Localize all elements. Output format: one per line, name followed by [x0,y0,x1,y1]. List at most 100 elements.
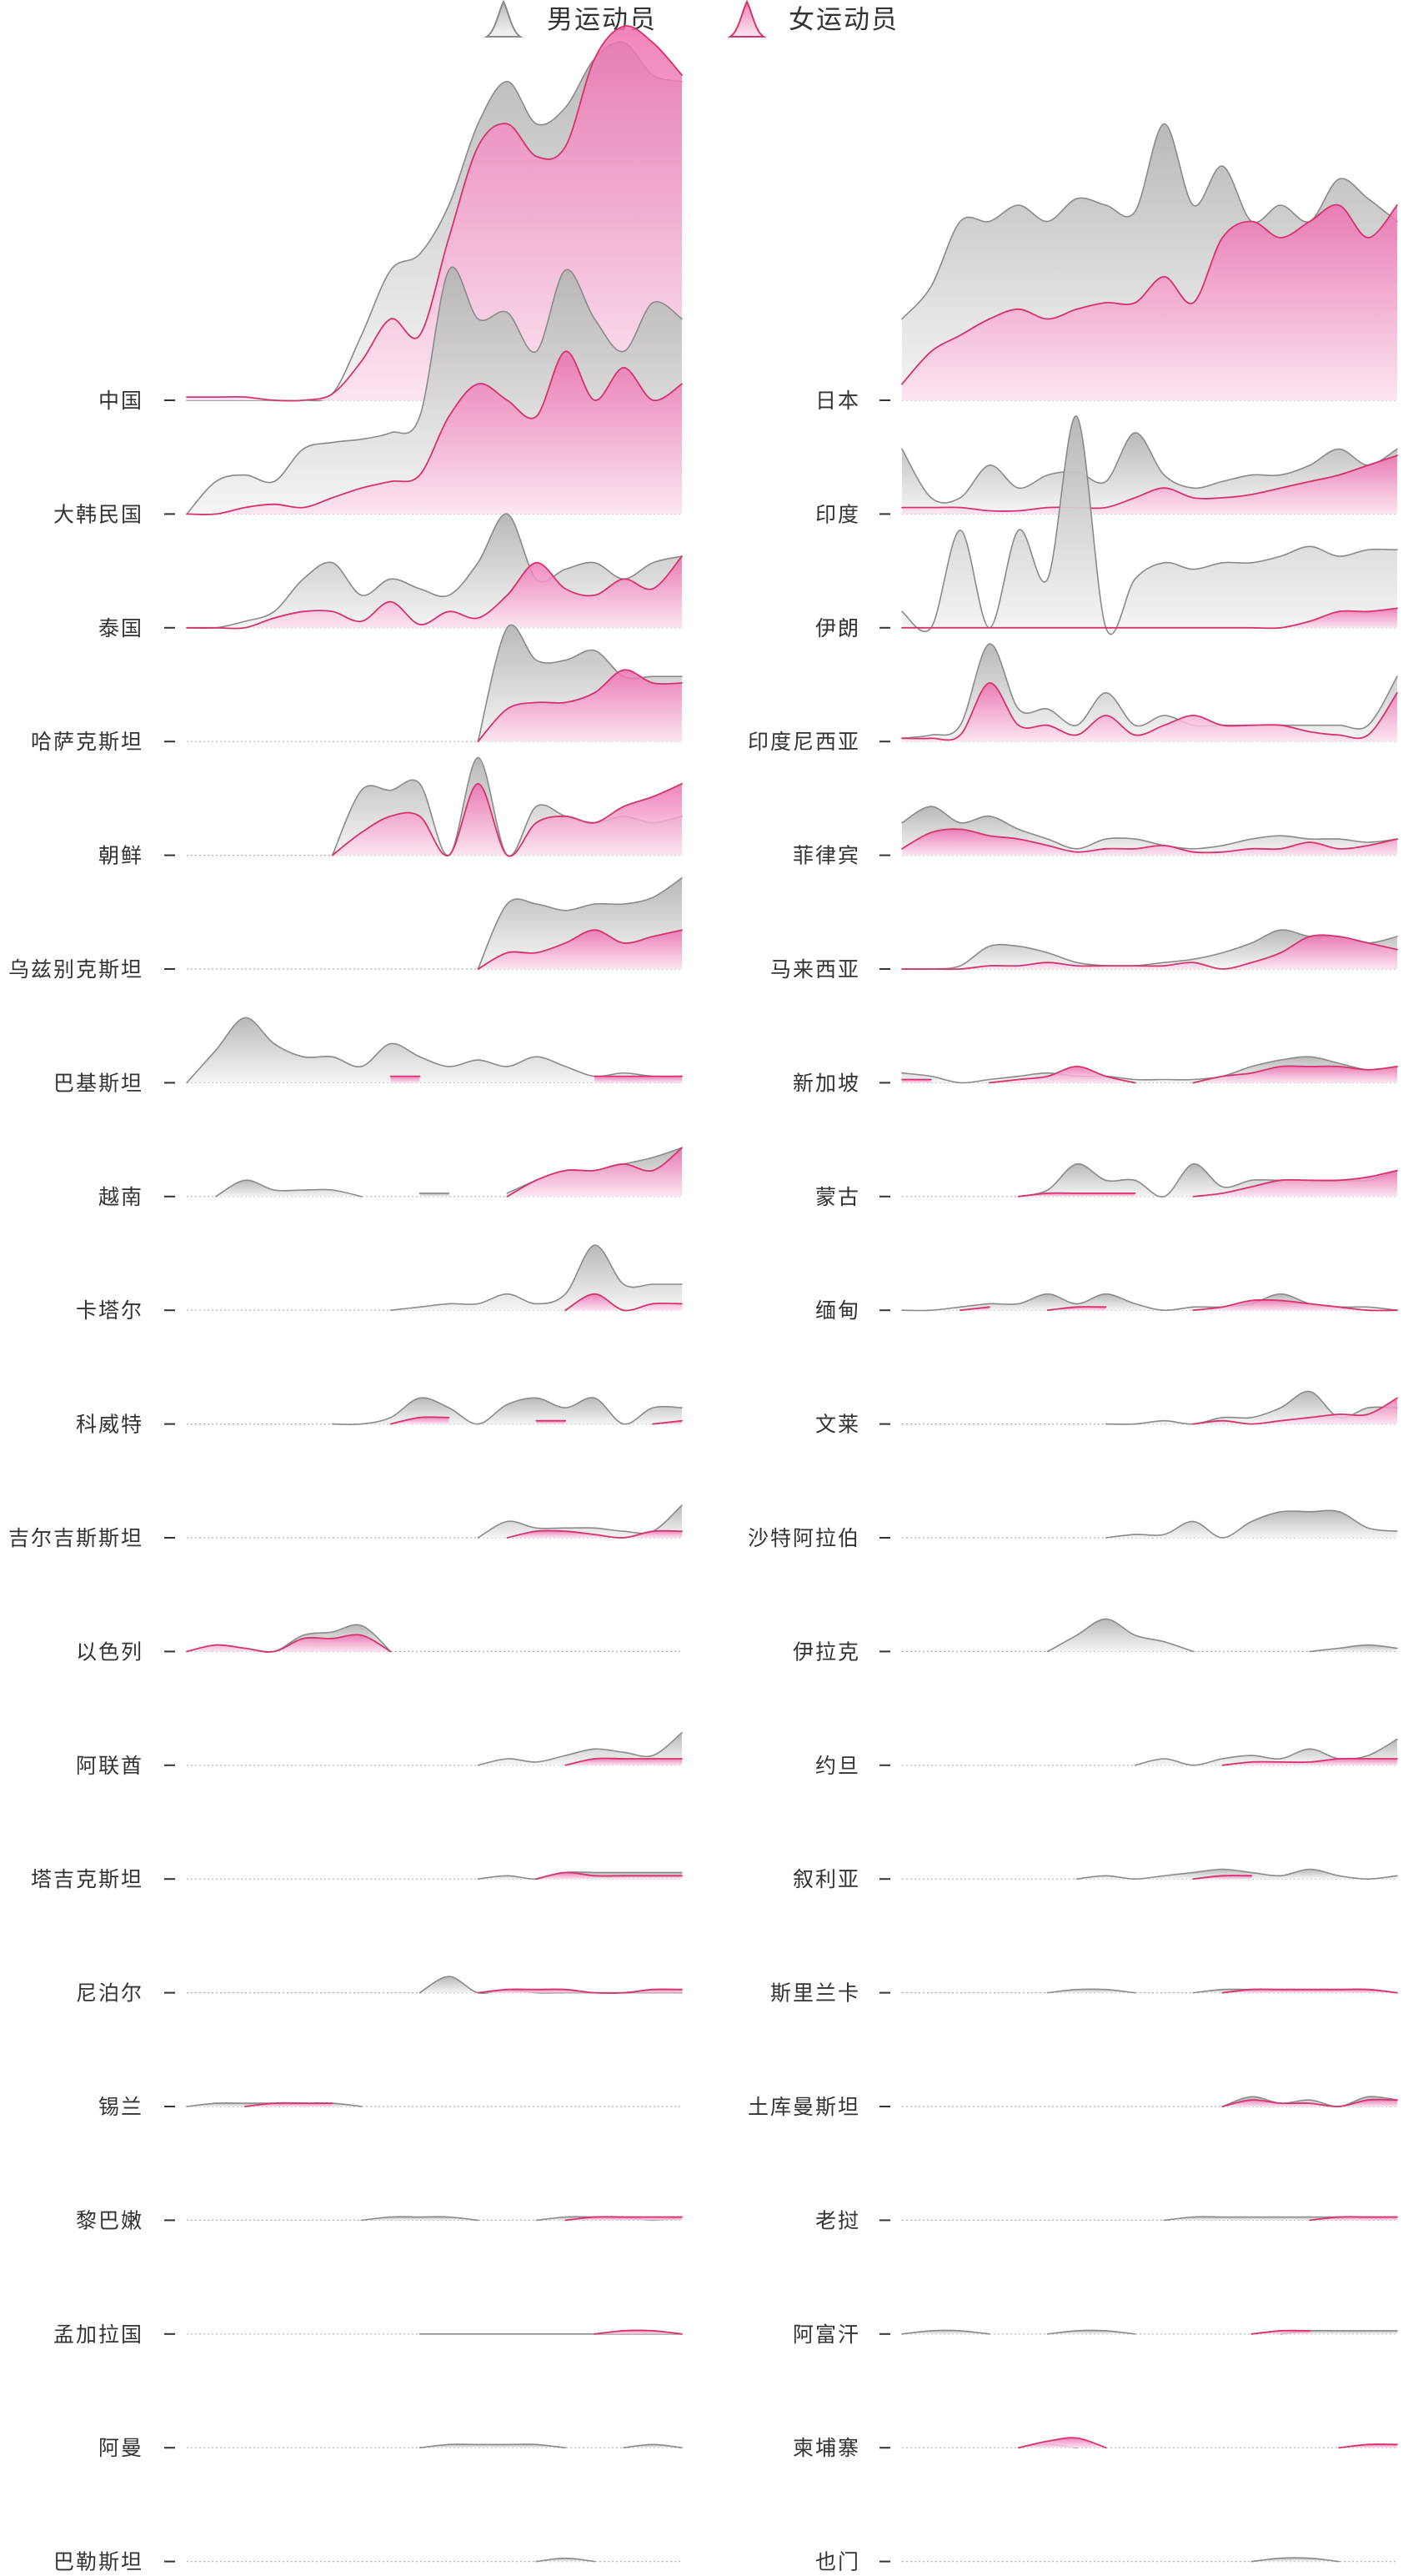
ridge-row: 日本 [815,123,1398,413]
row-label: 乌兹别克斯坦 [8,957,143,982]
ridge-row: 大韩民国 [53,266,683,526]
female-line [186,350,683,515]
ridge-rows: 中国大韩民国泰国哈萨克斯坦朝鲜乌兹别克斯坦巴基斯坦越南卡塔尔科威特吉尔吉斯斯坦以… [8,25,1398,2574]
female-area [1193,1398,1397,1424]
ridge-row: 文莱 [815,1390,1398,1437]
female-line [331,782,683,857]
female-area [478,670,682,742]
female-line [901,682,1398,741]
ridge-row: 越南 [98,1147,683,1209]
female-line [901,828,1398,854]
male-area [1047,1989,1135,1993]
ridge-row: 以色列 [76,1624,682,1664]
female-line [535,1871,683,1881]
female-area [536,1872,682,1880]
ridge-panel-1: 中国大韩民国泰国哈萨克斯坦朝鲜乌兹别克斯坦巴基斯坦越南卡塔尔科威特吉尔吉斯斯坦以… [8,25,683,2574]
ridge-row: 土库曼斯坦 [748,2095,1398,2119]
row-label: 印度 [815,502,860,526]
row-label: 伊朗 [815,616,860,640]
male-line [901,643,1398,740]
row-label: 阿富汗 [793,2322,860,2347]
ridge-row: 老挝 [815,2208,1398,2232]
ridge-row: 阿曼 [98,2436,683,2460]
row-label: 越南 [98,1185,143,1209]
ridge-row: 泰国 [98,513,683,640]
row-label: 以色列 [76,1640,143,1664]
female-area [902,829,1397,856]
male-line [1046,1618,1195,1653]
female-area [594,2330,682,2334]
ridge-row: 朝鲜 [98,756,683,868]
female-line [1250,2329,1311,2335]
female-area [902,682,1397,742]
female-area [1222,1758,1397,1765]
row-label: 黎巴嫩 [76,2208,143,2232]
ridge-row: 菲律宾 [793,806,1398,868]
female-area [332,783,682,856]
ridge-row: 约旦 [815,1738,1398,1778]
male-area [187,1017,682,1083]
female-line [1221,2098,1398,2107]
male-area [1047,1619,1194,1652]
female-area [565,1758,682,1765]
legend-label-female: 女运动员 [789,5,899,35]
row-label: 孟加拉国 [53,2322,143,2347]
ridge-row: 尼泊尔 [76,1976,683,2006]
female-area [478,930,682,969]
female-line [506,1147,683,1198]
row-label: 约旦 [815,1754,860,1778]
female-line [389,1416,450,1425]
row-label: 大韩民国 [53,502,143,526]
male-line [1309,1644,1398,1653]
male-area [215,1180,362,1197]
female-line [1192,1065,1398,1084]
female-line [1192,1875,1253,1881]
female-area [507,1147,682,1197]
male-area [419,1976,682,1994]
ridge-row: 巴基斯坦 [53,1017,683,1095]
female-line [1221,1757,1398,1766]
female-line [901,203,1398,385]
row-label: 阿曼 [98,2436,143,2460]
legend-item-female[interactable]: 女运动员 [727,0,899,38]
ridge-row: 斯里兰卡 [770,1981,1398,2006]
female-area [902,1079,931,1083]
female-line [901,934,1398,971]
row-label: 吉尔吉斯斯坦 [8,1526,143,1550]
row-label: 老挝 [815,2208,860,2232]
male-area [419,2444,566,2448]
ridge-row: 印度 [815,432,1398,526]
legend-swatch-male [484,0,524,38]
female-area [1047,1306,1106,1311]
female-area [390,1076,420,1083]
female-line [652,1419,683,1425]
female-line [506,1529,683,1539]
male-line [186,266,683,515]
ridge-row: 阿联酋 [76,1732,683,1778]
row-label: 柬埔寨 [793,2436,860,2460]
male-line [331,1397,683,1425]
female-line [1046,1306,1107,1312]
female-line [477,929,683,970]
female-line [901,454,1398,512]
ridge-row: 塔吉克斯坦 [31,1867,683,1891]
row-label: 锡兰 [98,2095,143,2119]
female-area [1339,2444,1397,2448]
male-area [332,1397,682,1425]
row-label: 文莱 [815,1413,860,1437]
ridge-row: 阿富汗 [793,2322,1398,2347]
row-label: 新加坡 [793,1071,860,1095]
female-line [1309,2216,1398,2222]
male-line [901,1056,1398,1084]
ridge-row: 乌兹别克斯坦 [8,877,683,982]
female-area [902,455,1397,515]
female-area [902,204,1397,400]
male-area [536,2558,595,2562]
female-line [564,2216,683,2222]
row-label: 巴勒斯坦 [53,2550,143,2574]
female-line [186,555,683,630]
male-line [623,2443,683,2448]
male-line [360,2216,479,2222]
female-area [1193,1875,1252,1880]
